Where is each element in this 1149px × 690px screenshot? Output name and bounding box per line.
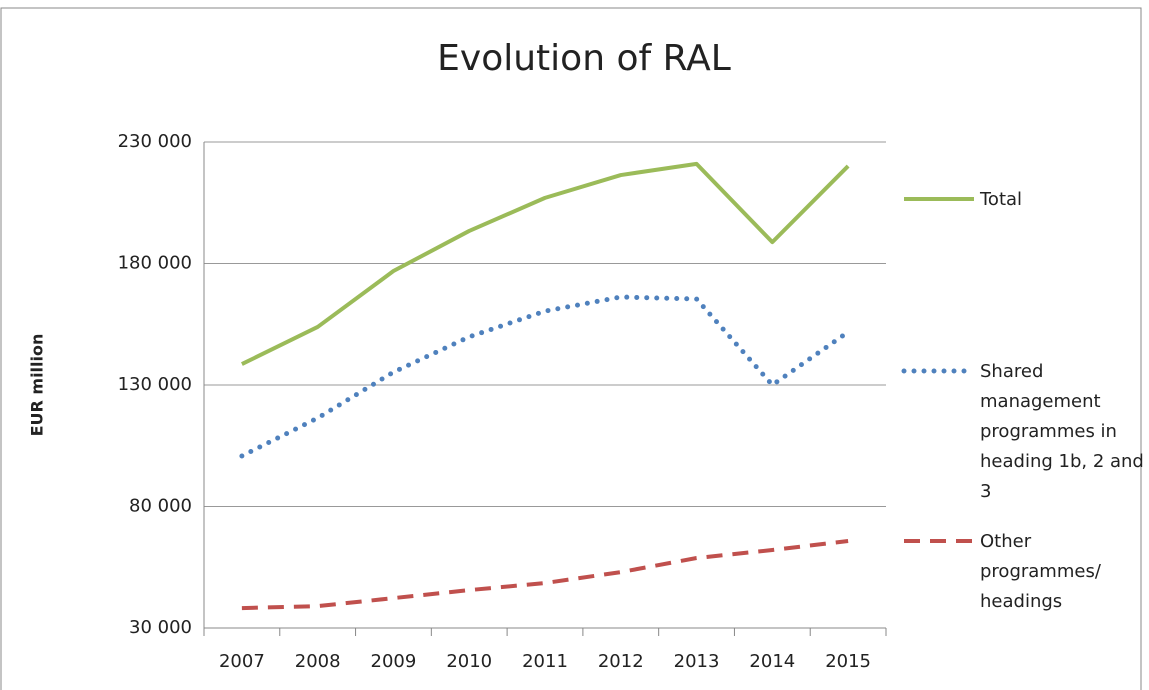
legend-label: Shared management programmes in heading … [980,361,1144,502]
chart-title: Evolution of RAL [437,38,731,79]
x-tick-label: 2015 [825,651,871,672]
y-tick-label: 180 000 [118,253,192,274]
x-tick-label: 2008 [295,651,341,672]
series-line [241,161,850,366]
x-tick-label: 2014 [749,651,795,672]
chart-frame [0,7,1142,690]
y-tick-label: 30 000 [129,617,192,638]
series-line [241,539,849,611]
series-line [239,294,851,459]
legend-label: Other programmes/ headings [980,531,1101,612]
x-tick-label: 2013 [674,651,720,672]
x-tick-label: 2012 [598,651,644,672]
x-tick-label: 2007 [219,651,265,672]
x-tick-label: 2010 [446,651,492,672]
y-tick-label: 230 000 [118,131,192,152]
x-tick-label: 2011 [522,651,568,672]
legend-label: Total [980,189,1023,210]
y-tick-label: 80 000 [129,496,192,517]
y-tick-label: 130 000 [118,374,192,395]
x-tick-label: 2009 [371,651,417,672]
y-axis-label: EUR million [28,334,47,437]
